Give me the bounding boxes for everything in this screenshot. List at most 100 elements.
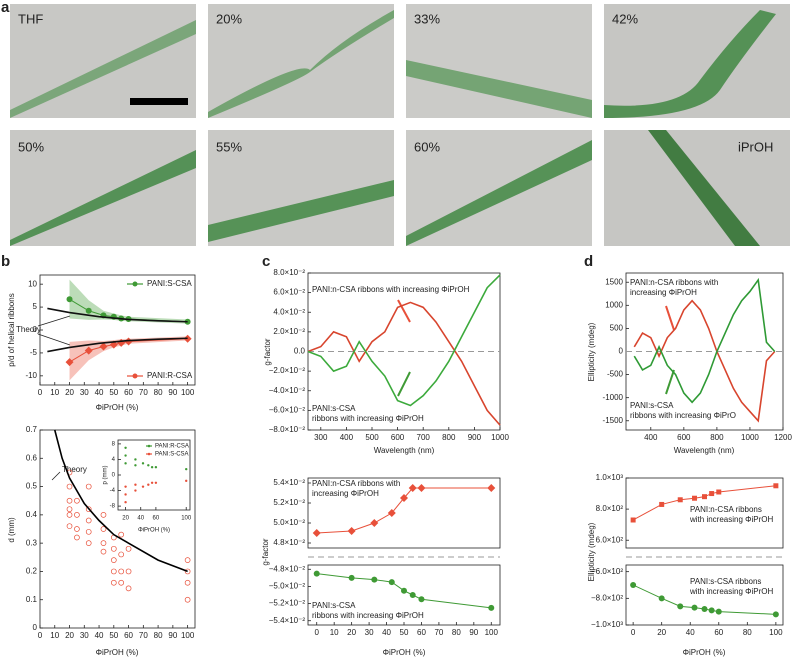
x-tick-label: 70 — [139, 631, 148, 640]
data-point — [185, 479, 188, 483]
x-axis-title: ΦiPrOH (%) — [96, 403, 139, 412]
ribbon — [406, 60, 592, 118]
ribbon — [604, 10, 776, 118]
data-point — [125, 545, 132, 552]
chart-line: 6.0×10² 8.0×10² 1.0×10³ — [596, 473, 784, 549]
y-tick-label: 10 — [28, 279, 37, 288]
series-line — [307, 274, 501, 407]
data-point — [312, 529, 321, 537]
y-tick-label: −5.4×10⁻² — [269, 616, 306, 625]
x-tick-label: 700 — [417, 433, 431, 442]
y-axis-title: Ellipticity (mdeg) — [587, 322, 596, 381]
y-axis-title: g-factor — [263, 338, 272, 365]
x-tick-label: 1200 — [774, 433, 792, 442]
x-tick-label: 50 — [400, 628, 409, 637]
y-tick-label: 0 — [112, 473, 116, 479]
x-tick-label: 70 — [139, 388, 148, 397]
annotation-arrow — [665, 369, 675, 395]
data-point — [85, 517, 92, 524]
annotation-arrow — [665, 305, 675, 331]
x-tick-label: 80 — [743, 628, 752, 637]
annotation-arrow — [397, 371, 411, 397]
y-tick-label: −5.2×10⁻² — [269, 599, 306, 608]
y-tick-label: 0.6 — [26, 453, 38, 462]
series-line — [307, 301, 501, 426]
y-tick-label: 5.0×10⁻² — [273, 518, 305, 527]
uncertainty-band — [69, 279, 188, 324]
x-tick-label: 40 — [382, 628, 391, 637]
y-tick-label: −4.0×10⁻² — [269, 386, 306, 395]
ribbon — [406, 140, 592, 246]
data-point — [125, 568, 132, 575]
data-point — [141, 485, 145, 488]
annotation: PANI:s-CSA ribbons — [690, 577, 761, 586]
data-point — [134, 489, 137, 492]
data-point — [154, 466, 158, 469]
data-point — [659, 501, 665, 507]
data-point — [124, 337, 133, 346]
data-point — [74, 497, 80, 504]
plot-frame — [39, 429, 196, 629]
chart-line: −6.0×10² −8.0×10² −1.0×10³ 0 20 40 60 80 100 — [591, 564, 784, 637]
y-axis-title: g-factor — [261, 538, 270, 565]
y-tick-label: -4 — [110, 488, 116, 494]
data-point — [488, 604, 495, 611]
y-axis-title: Ellipticity (mdeg) — [587, 522, 596, 581]
x-tick-label: 40 — [95, 631, 104, 640]
data-point — [658, 595, 665, 602]
data-point — [74, 534, 80, 541]
panel-label: a — [1, 0, 10, 16]
data-point — [65, 358, 74, 367]
annotation: ribbons with increasing ΦiPrOH — [312, 611, 424, 620]
ribbon — [10, 150, 196, 246]
x-axis-title: ΦiPrOH (%) — [383, 648, 426, 657]
x-tick-label: 80 — [154, 388, 163, 397]
data-point — [692, 495, 698, 501]
data-point — [66, 512, 73, 518]
data-point — [66, 497, 73, 504]
y-tick-label: 0.3 — [26, 538, 38, 547]
x-tick-label: 90 — [168, 631, 177, 640]
data-point — [348, 574, 355, 581]
x-tick-label: 100 — [181, 388, 195, 397]
chart-line: −8.0×10⁻² −6.0×10⁻² −4.0×10⁻² −2.0×10⁻² 0.0 2… — [269, 268, 510, 442]
y-tick-label: 0.4 — [26, 510, 38, 519]
x-tick-label: 800 — [442, 433, 456, 442]
data-point — [100, 526, 107, 532]
y-tick-label: -5 — [30, 348, 38, 357]
annotation: PANI:s-CSA — [312, 404, 356, 413]
data-point — [124, 493, 127, 496]
data-point — [118, 579, 125, 586]
series-line — [633, 277, 776, 404]
plot-frame — [39, 274, 196, 386]
data-point — [371, 576, 378, 583]
photo-label: 50% — [18, 139, 44, 154]
chart-scatter: 00.10.20.30.40.50.60.70 10 20 30 40 50 60 70 80 9… — [26, 425, 196, 640]
x-tick-label: 500 — [365, 433, 379, 442]
plot-frame — [307, 477, 501, 549]
data-point — [118, 568, 125, 575]
data-point — [691, 604, 698, 611]
legend-swatch — [147, 452, 151, 456]
y-tick-label: 5.2×10⁻² — [273, 498, 305, 507]
annotation: with increasing ΦiPrOH — [689, 515, 774, 524]
annotation: increasing ΦiPrOH — [630, 288, 697, 297]
legend-swatch — [132, 373, 138, 379]
legend-label: PANI:R-CSA — [147, 371, 193, 380]
y-tick-label: 0.5 — [26, 482, 38, 491]
x-tick-label: 400 — [644, 433, 658, 442]
data-point — [716, 489, 722, 495]
data-point — [715, 608, 722, 615]
data-point — [134, 483, 137, 486]
data-point — [418, 596, 425, 603]
annotation: PANI:n-CSA ribbons with — [630, 278, 718, 287]
data-point — [185, 467, 188, 471]
ribbon — [10, 20, 196, 118]
x-tick-label: 100 — [181, 631, 195, 640]
x-tick-label: 30 — [365, 628, 374, 637]
y-tick-label: 8.0×10⁻² — [273, 268, 305, 277]
legend-label: PANI:S-CSA — [147, 279, 192, 288]
y-tick-label: 0.1 — [26, 595, 38, 604]
plot-frame — [625, 564, 784, 626]
y-tick-label: 0 — [619, 347, 624, 356]
